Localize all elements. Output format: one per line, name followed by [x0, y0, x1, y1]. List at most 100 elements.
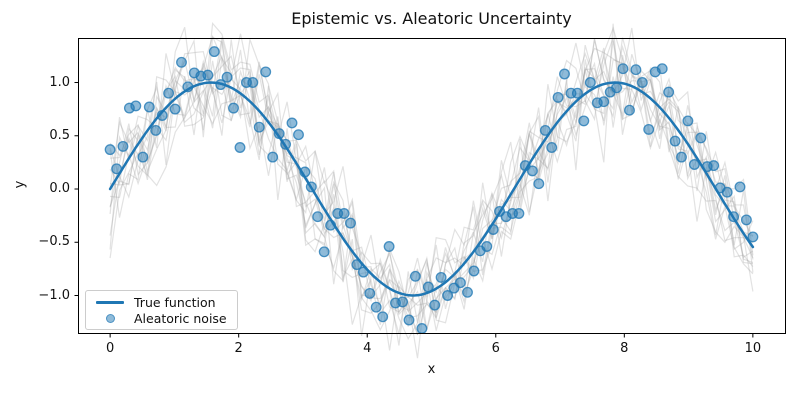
aleatoric-noise-point: [559, 68, 570, 80]
aleatoric-noise-point: [273, 128, 285, 140]
x-tick-label: 8: [620, 341, 629, 356]
legend-label-true-function: True function: [134, 294, 216, 310]
x-tick-label: 6: [491, 341, 500, 356]
x-axis-label: x: [427, 362, 436, 377]
x-tick-label: 4: [363, 341, 372, 356]
aleatoric-noise-point: [117, 140, 129, 152]
legend-label-aleatoric-noise: Aleatoric noise: [134, 310, 227, 326]
aleatoric-noise-dot-swatch: [105, 313, 115, 323]
aleatoric-noise-point: [624, 104, 635, 116]
epistemic-sample-line: [109, 37, 753, 330]
aleatoric-noise-point: [546, 142, 558, 153]
aleatoric-noise-point: [293, 129, 304, 141]
legend-entry-aleatoric-noise: Aleatoric noise: [93, 310, 229, 326]
aleatoric-noise-point: [176, 56, 187, 68]
aleatoric-noise-point: [747, 231, 759, 243]
aleatoric-noise-point: [305, 181, 317, 193]
aleatoric-noise-point: [312, 211, 324, 223]
aleatoric-noise-point: [435, 271, 447, 283]
aleatoric-noise-point: [143, 101, 155, 113]
aleatoric-noise-point: [571, 87, 583, 99]
aleatoric-noise-point: [487, 224, 499, 235]
aleatoric-noise-point: [351, 259, 363, 271]
aleatoric-noise-point: [299, 166, 311, 178]
aleatoric-noise-point: [338, 208, 350, 219]
aleatoric-noise-point: [728, 211, 740, 223]
true-function-line-swatch: [96, 300, 124, 304]
aleatoric-noise-point: [462, 286, 473, 298]
aleatoric-noise-point: [202, 69, 214, 81]
aleatoric-noise-point: [539, 124, 551, 136]
aleatoric-noise-point: [383, 241, 395, 252]
aleatoric-noise-point: [364, 287, 376, 299]
aleatoric-noise-point: [357, 266, 369, 278]
aleatoric-noise-point: [104, 144, 116, 156]
aleatoric-noise-point: [325, 219, 337, 231]
aleatoric-noise-point: [150, 124, 162, 136]
aleatoric-noise-point: [643, 123, 655, 135]
aleatoric-noise-point: [552, 91, 564, 103]
aleatoric-noise-point: [318, 246, 330, 258]
aleatoric-noise-point: [345, 217, 356, 229]
y-tick-label: 1.0: [49, 74, 70, 90]
aleatoric-noise-point: [513, 208, 525, 219]
axes-frame: [78, 38, 786, 334]
aleatoric-noise-point: [533, 178, 545, 190]
aleatoric-noise-point: [137, 151, 149, 163]
aleatoric-noise-point: [598, 96, 610, 108]
y-tick-label: −1.0: [38, 287, 70, 303]
aleatoric-noise-point: [215, 79, 227, 91]
aleatoric-noise-point: [454, 277, 466, 289]
aleatoric-noise-point: [370, 301, 382, 313]
aleatoric-noise-point: [688, 159, 700, 170]
legend: True function Aleatoric noise: [85, 290, 238, 330]
aleatoric-noise-point: [247, 77, 259, 88]
aleatoric-noise-point: [267, 151, 279, 163]
aleatoric-noise-point: [584, 77, 596, 88]
chart-title: Epistemic vs. Aleatoric Uncertainty: [291, 9, 572, 28]
aleatoric-noise-point: [377, 311, 389, 323]
aleatoric-noise-point: [182, 81, 194, 93]
aleatoric-noise-point: [526, 165, 538, 177]
aleatoric-noise-point: [130, 100, 142, 112]
aleatoric-noise-point: [163, 87, 175, 99]
aleatoric-noise-point: [253, 121, 265, 133]
y-tick-label: −0.5: [38, 234, 70, 250]
epistemic-sample-line: [109, 27, 754, 335]
aleatoric-noise-point: [708, 160, 720, 172]
aleatoric-noise-point: [397, 296, 409, 308]
y-tick-label: 0.0: [49, 181, 70, 196]
aleatoric-noise-point: [721, 186, 733, 198]
aleatoric-noise-point: [228, 102, 239, 114]
aleatoric-noise-point: [416, 323, 428, 334]
aleatoric-noise-point: [409, 270, 421, 282]
epistemic-sample-line: [109, 51, 754, 346]
aleatoric-noise-point: [221, 71, 233, 83]
aleatoric-noise-point: [519, 160, 531, 172]
aleatoric-noise-point: [286, 117, 298, 129]
x-tick-label: 0: [105, 341, 115, 356]
y-tick-label: 0.5: [49, 127, 70, 143]
aleatoric-noise-point: [695, 132, 707, 144]
x-tick-label: 2: [234, 341, 243, 356]
aleatoric-noise-point: [617, 63, 629, 75]
aleatoric-noise-point: [611, 82, 623, 94]
aleatoric-noise-point: [734, 181, 746, 193]
x-tick-label: 10: [744, 341, 762, 356]
aleatoric-noise-point: [280, 138, 292, 150]
aleatoric-noise-point: [481, 241, 493, 252]
aleatoric-noise-point: [429, 299, 441, 311]
aleatoric-noise-point: [656, 63, 668, 75]
aleatoric-noise-point: [669, 135, 681, 147]
aleatoric-noise-point: [740, 214, 752, 226]
y-axis-label: y: [12, 180, 28, 189]
aleatoric-noise-point: [663, 86, 675, 98]
aleatoric-noise-point: [468, 265, 480, 277]
aleatoric-noise-point: [403, 314, 415, 326]
legend-entry-true-function: True function: [93, 294, 229, 310]
aleatoric-noise-point: [234, 142, 246, 153]
aleatoric-noise-point: [636, 77, 648, 88]
aleatoric-noise-point: [422, 281, 434, 293]
